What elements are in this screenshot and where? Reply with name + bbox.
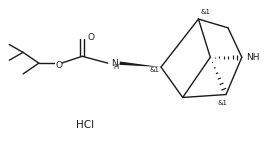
Text: H: H bbox=[114, 64, 119, 70]
Text: O: O bbox=[55, 61, 62, 70]
Text: NH: NH bbox=[246, 53, 259, 62]
Text: O: O bbox=[87, 33, 94, 42]
Text: &1: &1 bbox=[149, 67, 159, 73]
Polygon shape bbox=[120, 61, 161, 67]
Text: HCl: HCl bbox=[76, 120, 94, 130]
Text: &1: &1 bbox=[200, 9, 210, 15]
Text: &1: &1 bbox=[217, 100, 227, 106]
Text: N: N bbox=[111, 59, 117, 68]
